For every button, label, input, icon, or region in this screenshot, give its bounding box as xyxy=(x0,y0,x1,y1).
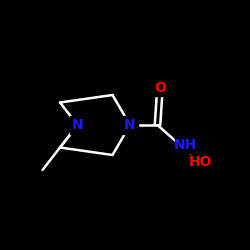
Polygon shape xyxy=(175,137,195,153)
Text: HO: HO xyxy=(188,156,212,170)
Polygon shape xyxy=(122,116,138,134)
Polygon shape xyxy=(191,154,209,170)
Polygon shape xyxy=(153,80,167,96)
Text: NH: NH xyxy=(174,138,197,152)
Text: N: N xyxy=(72,118,83,132)
Polygon shape xyxy=(70,116,85,134)
Text: N: N xyxy=(124,118,136,132)
Text: O: O xyxy=(154,80,166,94)
